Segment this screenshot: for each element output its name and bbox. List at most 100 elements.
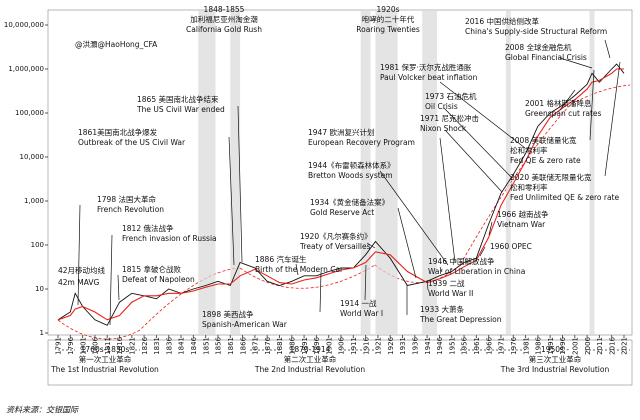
annotation: 1946 中国解放战争 (428, 256, 495, 266)
annotation: 1960 OPEC (490, 242, 532, 251)
annotation-arrow (366, 242, 376, 249)
x-tick-label: 1921 (375, 337, 383, 355)
annotation-arrow (426, 279, 429, 291)
x-tick-label: 1916 (362, 336, 370, 354)
annotation: Defeat of Napoleon (122, 275, 195, 284)
annotation-arrow (589, 69, 595, 141)
annotation-arrow (364, 264, 367, 301)
annotation-arrow (397, 207, 417, 279)
annotation: 松和零利率 (510, 145, 548, 155)
x-tick-label: 2016 (608, 336, 616, 354)
x-tick-label: 1926 (387, 336, 395, 354)
x-tick-label: 1826 (141, 336, 149, 354)
annotation: War of Liberation in China (428, 267, 525, 276)
annotation: Global Financial Crisis (505, 53, 587, 62)
annotation: 咆哮的二十年代 (362, 14, 415, 24)
y-tick-label: 10,000 (20, 153, 45, 161)
shaded-period (589, 10, 595, 335)
x-tick-label: 1941 (424, 337, 432, 355)
annotation: 1865 美国南北战争结束 (137, 94, 219, 104)
x-tick-label: 1991 (547, 337, 555, 355)
x-tick-label: 1846 (190, 336, 198, 354)
annotation: European Recovery Program (308, 138, 415, 147)
annotation-arrow (559, 57, 593, 69)
revolution-label: The 3rd Industrial Revolution (500, 365, 610, 374)
x-tick-label: 1796 (67, 336, 75, 354)
shaded-period (505, 10, 511, 335)
annotation-arrow (237, 105, 243, 263)
x-tick-label: 1791 (55, 337, 63, 355)
x-tick-label: 1891 (301, 337, 309, 355)
annotation-arrow (443, 107, 513, 179)
x-tick-label: 1836 (165, 336, 173, 354)
annotation: Birth of the Modern Car (255, 265, 344, 274)
x-tick-label: 1821 (129, 337, 137, 355)
x-tick-label: 1961 (473, 337, 481, 355)
annotation: The Great Depression (419, 315, 502, 324)
x-tick-label: 2011 (596, 337, 604, 355)
legend-label: 42月移动均线 (58, 265, 106, 275)
annotation: 1861美国南北战争爆发 (78, 127, 158, 137)
y-tick-label: 1 (40, 329, 44, 337)
x-tick-label: 1816 (116, 336, 124, 354)
y-tick-label: 1,000 (24, 197, 44, 205)
x-tick-label: 1996 (559, 336, 567, 354)
x-tick-label: 1866 (239, 336, 247, 354)
annotation-arrow (117, 274, 120, 301)
revolution-band (47, 339, 633, 386)
annotation: 1971 尼克松冲击 (420, 113, 479, 123)
x-tick-label: 1811 (104, 337, 112, 355)
shaded-period (375, 10, 398, 335)
annotation: Oil Crisis (425, 102, 458, 111)
annotation: 1815 拿破仑战败 (122, 264, 181, 274)
annotation-arrow (479, 246, 486, 257)
revolution-label: 1870-1914 (290, 345, 331, 354)
x-tick-label: 1911 (350, 337, 358, 355)
annotation: 1947 欧洲复兴计划 (308, 127, 374, 137)
revolution-label: 1950s - (541, 345, 569, 354)
annotation: The US Civil War ended (136, 105, 225, 114)
annotation: 2008 美联储量化宽 (510, 135, 577, 145)
x-tick-label: 1841 (178, 337, 186, 355)
y-tick-label: 100,000 (15, 109, 44, 117)
x-tick-label: 1876 (264, 336, 272, 354)
x-tick-label: 1986 (535, 336, 543, 354)
annotation: Bretton Woods system (308, 171, 393, 180)
annotation: 1966 越南战争 (497, 209, 549, 219)
shaded-period (360, 10, 371, 335)
x-tick-label: 1896 (313, 336, 321, 354)
source: 资料来源：交银国际 (6, 406, 79, 415)
annotation-arrow (379, 170, 449, 266)
x-tick-label: 1971 (498, 337, 506, 355)
annotation: Spanish-American War (202, 320, 288, 329)
x-tick-label: 1946 (436, 336, 444, 354)
annotation: Treaty of Versailles (299, 242, 371, 251)
x-tick-label: 1976 (510, 336, 518, 354)
annotation-arrow (228, 136, 235, 266)
plot-frame (47, 9, 633, 336)
annotation: Fed QE & zero rate (510, 156, 581, 165)
x-tick-label: 1956 (461, 336, 469, 354)
annotation-arrow (559, 89, 576, 111)
trend-curve (239, 264, 376, 289)
annotation-arrow (77, 204, 81, 306)
annotation: China's Supply-side Structural Reform (465, 27, 607, 36)
x-tick-label: 1856 (215, 336, 223, 354)
annotation: 1798 法国大革命 (97, 194, 156, 204)
annotation: California Gold Rush (186, 25, 262, 34)
annotation: 松和零利率 (510, 182, 548, 192)
x-tick-label: 2006 (584, 336, 592, 354)
annotation: 2001 格林斯潘降息 (525, 98, 592, 108)
annotation-arrow (604, 61, 621, 177)
annotation: Paul Volcker beat inflation (380, 73, 478, 82)
y-tick-label: 1,000,000 (8, 65, 44, 73)
x-tick-label: 1906 (338, 336, 346, 354)
annotation-arrow (109, 234, 113, 326)
revolution-label: 第一次工业革命 (79, 354, 132, 364)
annotation: 1933 大萧条 (420, 304, 464, 314)
x-tick-label: 1871 (252, 337, 260, 355)
annotation: World War I (340, 309, 383, 318)
annotation: 1939 二战 (428, 278, 465, 288)
x-tick-label: 1831 (153, 337, 161, 355)
